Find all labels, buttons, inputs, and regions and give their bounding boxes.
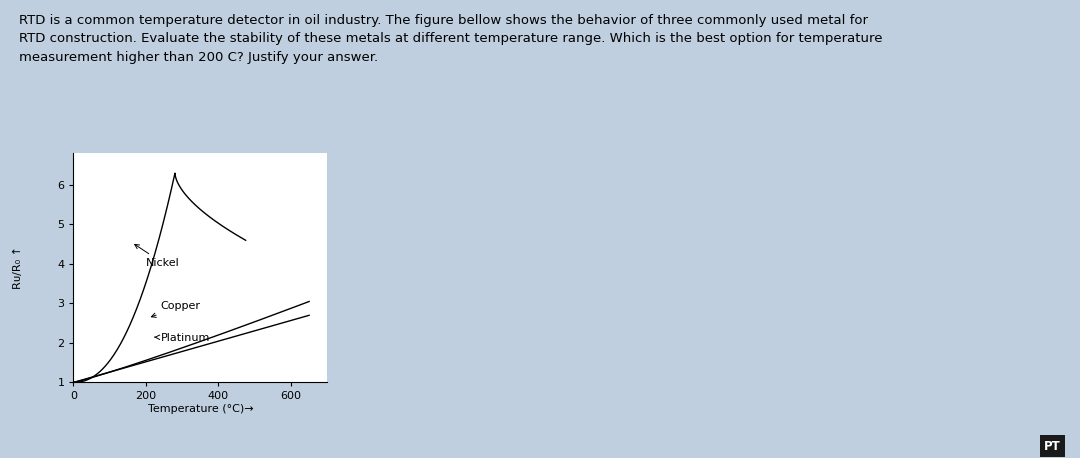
Text: Platinum: Platinum	[154, 333, 210, 343]
Text: Nickel: Nickel	[135, 245, 179, 268]
Y-axis label: Rᴜ/R₀ ↑: Rᴜ/R₀ ↑	[13, 246, 23, 289]
Text: Copper: Copper	[151, 301, 201, 317]
Text: RTD is a common temperature detector in oil industry. The figure bellow shows th: RTD is a common temperature detector in …	[19, 14, 883, 64]
X-axis label: Temperature (°C)→: Temperature (°C)→	[148, 404, 253, 414]
Text: PT: PT	[1043, 440, 1061, 453]
